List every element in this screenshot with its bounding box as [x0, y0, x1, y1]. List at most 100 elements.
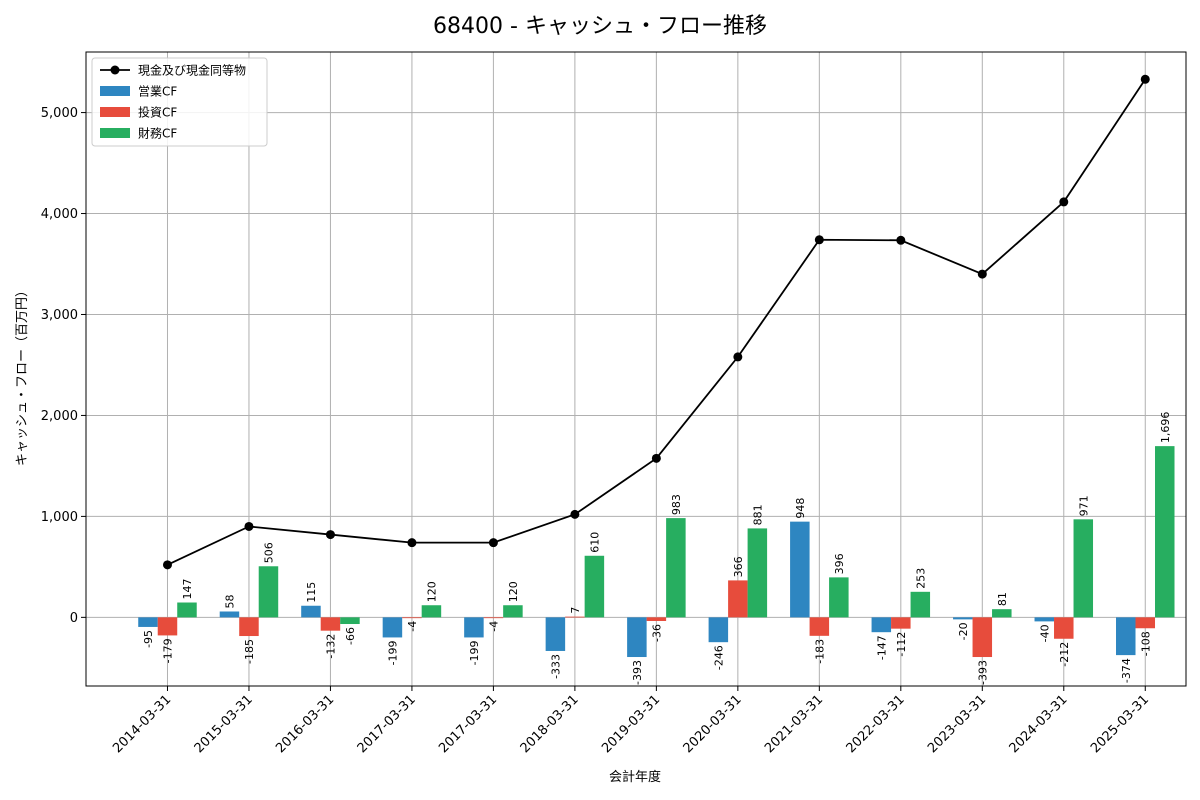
bar [627, 617, 647, 658]
cash-balance-point [651, 453, 661, 463]
bar-value-label: -112 [895, 632, 908, 657]
bar-value-label: -183 [813, 639, 826, 664]
bar [301, 605, 321, 618]
bar-value-label: 366 [732, 556, 745, 577]
y-tick-label: 4,000 [41, 207, 78, 222]
bar-value-label: -199 [386, 640, 399, 665]
bar-value-label: 115 [305, 582, 318, 603]
bar-value-label: -20 [957, 622, 970, 640]
bar [728, 580, 748, 618]
bar-value-label: -246 [712, 645, 725, 670]
cash-balance-point [733, 352, 743, 362]
bar-value-label: 81 [996, 592, 1009, 606]
bar-value-label: -374 [1120, 658, 1133, 683]
bar-value-label: -185 [243, 639, 256, 664]
bar-value-label: 983 [670, 494, 683, 515]
bar [483, 617, 504, 619]
bar-value-label: 948 [794, 498, 807, 519]
x-tick-label: 2020-03-31 [681, 692, 745, 756]
x-tick-label: 2021-03-31 [762, 692, 826, 756]
x-tick-label: 2018-03-31 [518, 692, 582, 756]
y-tick-label: 5,000 [41, 106, 78, 121]
bar [953, 617, 973, 620]
bar [992, 609, 1012, 618]
bar-value-label: 253 [914, 568, 927, 589]
bar-value-label: 881 [751, 504, 764, 525]
x-tick-label: 2025-03-31 [1088, 692, 1152, 756]
cash-balance-point [244, 521, 254, 531]
cash-balance-point [977, 269, 987, 279]
bar-value-label: 1,696 [1159, 412, 1172, 444]
x-axis-label: 会計年度 [609, 769, 661, 785]
legend-entry-label: 投資CF [138, 105, 177, 120]
bar [646, 617, 667, 621]
bar [891, 617, 911, 629]
chart-title: 68400 - キャッシュ・フロー推移 [433, 14, 767, 39]
bar [1155, 446, 1175, 618]
bar [829, 577, 849, 618]
legend-bar-swatch [100, 128, 130, 138]
y-tick-label: 3,000 [41, 308, 78, 323]
x-tick-label: 2022-03-31 [844, 692, 908, 756]
bar [545, 617, 566, 651]
cash-balance-point [325, 530, 335, 540]
bar [219, 611, 240, 618]
bar [747, 528, 768, 618]
bar-value-label: -179 [161, 638, 174, 663]
legend-marker [110, 65, 120, 75]
bar-value-label: -4 [406, 621, 419, 632]
bar-value-label: -147 [875, 635, 888, 660]
bar [972, 617, 993, 658]
plot-frame [85, 51, 1187, 687]
bar-value-label: -95 [142, 630, 155, 648]
bar-value-label: -212 [1058, 642, 1071, 667]
bar [1034, 617, 1055, 622]
bar [177, 602, 197, 618]
cash-balance-point [407, 538, 417, 548]
bar [1135, 617, 1156, 629]
y-tick-label: 1,000 [41, 510, 78, 525]
bar [258, 566, 279, 618]
bar [666, 518, 686, 618]
legend-entry-label: 営業CF [138, 85, 177, 99]
legend-box [91, 57, 268, 147]
bar [464, 617, 484, 638]
bar-value-label: 120 [425, 581, 438, 602]
bar [382, 617, 403, 638]
bar-value-label: -40 [1038, 624, 1051, 642]
bar-value-label: 58 [223, 594, 236, 608]
bar [790, 521, 810, 618]
y-axis-label: キャッシュ・フロー（百万円） [15, 284, 30, 466]
cash-balance-point [896, 235, 906, 245]
bar-value-label: -66 [344, 627, 357, 645]
x-tick-label: 2017-03-31 [436, 692, 500, 756]
bar-value-label: -333 [549, 654, 562, 679]
x-tick-label: 2016-03-31 [273, 692, 337, 756]
bar [320, 617, 341, 631]
bar-value-label: -393 [631, 660, 644, 685]
bar [1073, 519, 1094, 618]
cash-balance-point [1140, 74, 1150, 84]
bar [340, 617, 360, 625]
bar-value-label: 147 [181, 579, 194, 600]
bar-value-label: 120 [507, 581, 520, 602]
y-tick-label: 2,000 [41, 409, 78, 424]
bar-value-label: -132 [324, 634, 337, 659]
legend-bar-swatch [100, 86, 130, 96]
bar-value-label: -36 [650, 624, 663, 642]
bar [565, 616, 585, 618]
x-tick-label: 2024-03-31 [1007, 692, 1071, 756]
bar [402, 617, 422, 619]
bar [1054, 617, 1074, 639]
bar [809, 617, 830, 636]
bar [708, 617, 729, 643]
bar [1116, 617, 1136, 656]
bar [157, 617, 178, 636]
x-tick-label: 2023-03-31 [925, 692, 989, 756]
x-tick-label: 2015-03-31 [192, 692, 256, 756]
legend-entry-label: 現金及び現金同等物 [138, 63, 246, 78]
bar [584, 555, 605, 618]
x-tick-label: 2017-03-31 [355, 692, 419, 756]
x-tick-label: 2019-03-31 [599, 692, 663, 756]
